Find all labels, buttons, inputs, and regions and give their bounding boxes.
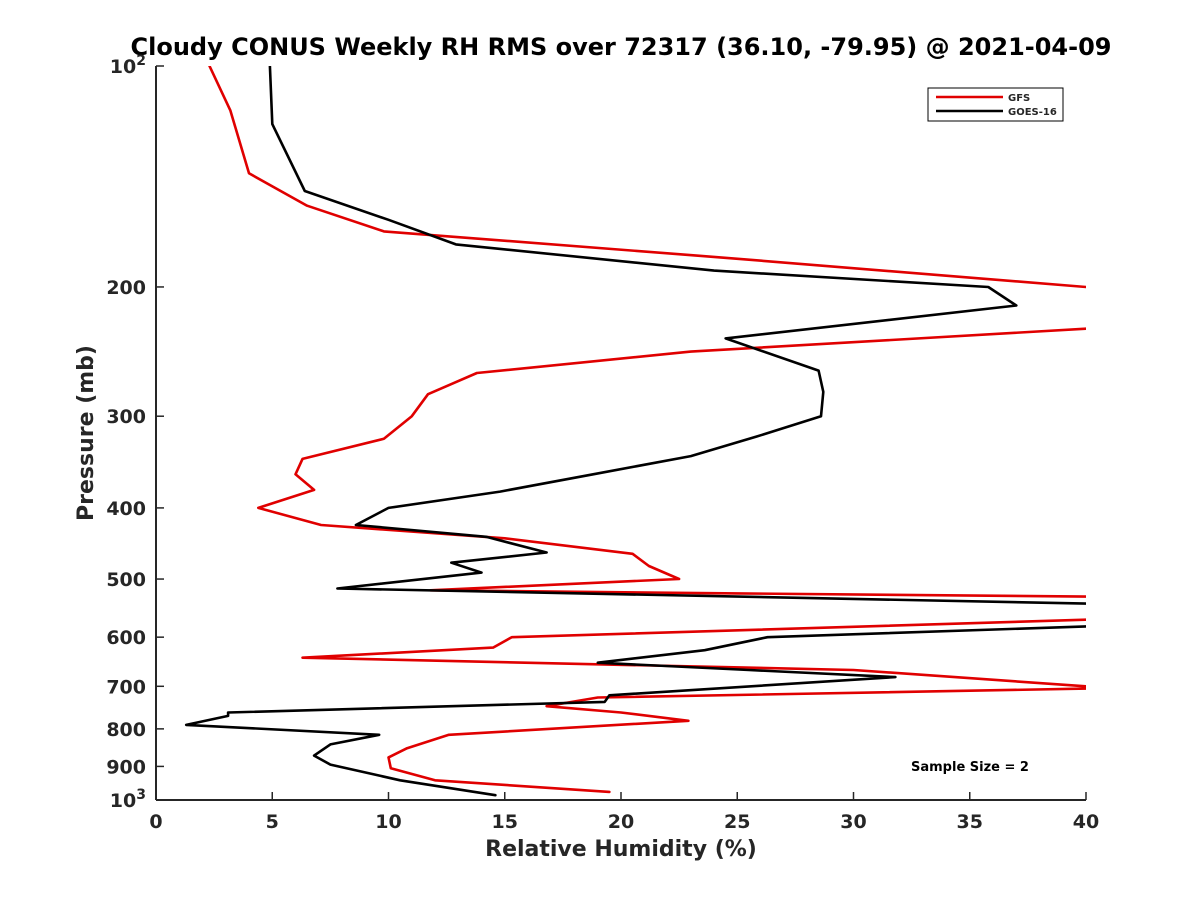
y-tick-label: 600 xyxy=(106,627,146,649)
chart-title: Cloudy CONUS Weekly RH RMS over 72317 (3… xyxy=(131,33,1112,61)
legend-label-gfs: GFS xyxy=(1008,93,1030,104)
y-tick-label: 103 xyxy=(110,787,146,812)
x-tick-label: 35 xyxy=(957,811,983,833)
x-axis-label: Relative Humidity (%) xyxy=(485,837,757,862)
x-tick-label: 30 xyxy=(840,811,866,833)
y-tick-label: 400 xyxy=(106,498,146,520)
y-tick-label: 900 xyxy=(106,756,146,778)
x-tick-label: 25 xyxy=(724,811,750,833)
x-tick-label: 20 xyxy=(608,811,634,833)
y-tick-label: 300 xyxy=(106,406,146,428)
x-tick-label: 5 xyxy=(266,811,279,833)
y-ticks: 102 200 300 400 500 600 700 800 900 103 xyxy=(106,53,164,812)
y-tick-label: 500 xyxy=(106,569,146,591)
series-line-goes16 xyxy=(184,66,1086,797)
legend-label-goes16: GOES-16 xyxy=(1008,107,1057,118)
x-tick-label: 0 xyxy=(149,811,162,833)
series-line-gfs xyxy=(208,66,1086,794)
x-tick-label: 10 xyxy=(375,811,401,833)
y-tick-label: 700 xyxy=(106,676,146,698)
x-tick-label: 40 xyxy=(1073,811,1099,833)
y-tick-label: 102 xyxy=(110,53,146,78)
y-axis-label: Pressure (mb) xyxy=(74,345,99,521)
sample-size-annotation: Sample Size = 2 xyxy=(911,760,1029,775)
x-tick-label: 15 xyxy=(492,811,518,833)
y-tick-label: 200 xyxy=(106,277,146,299)
legend: GFS GOES-16 xyxy=(927,87,1064,122)
x-ticks: 0 5 10 15 20 25 30 35 40 xyxy=(149,792,1099,833)
legend-box xyxy=(927,87,1064,122)
series-layer xyxy=(184,66,1086,797)
y-tick-label: 800 xyxy=(106,719,146,741)
